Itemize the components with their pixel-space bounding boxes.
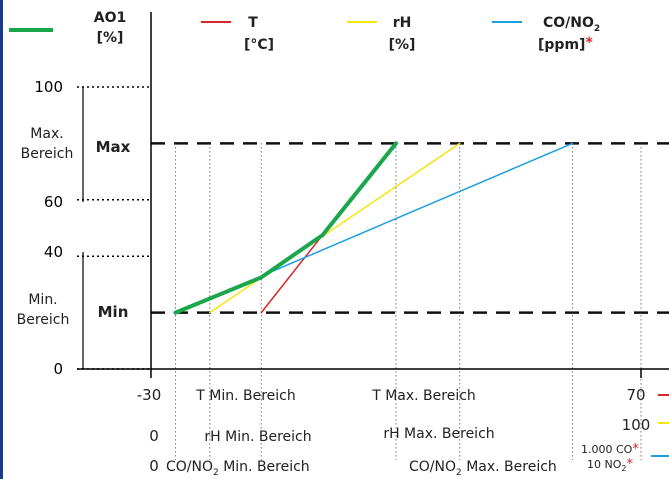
max-level-label: Max (96, 138, 131, 156)
y-tick-label: 0 (53, 360, 63, 378)
y-tick-label: 100 (34, 78, 63, 96)
min-level-label: Min (98, 303, 129, 321)
chart-svg: 100 60 40 0 Max. Bereich Min. Bereich Ma… (9, 10, 669, 478)
legend-unit-t: [°C] (244, 37, 274, 53)
legend-unit-ao1: [%] (97, 30, 124, 46)
x-label-t-min-range: T Min. Bereich (195, 388, 295, 404)
x-label-co-max-co-text: 1.000 CO (581, 443, 633, 456)
legend-label-co-main: CO/NO (543, 15, 594, 31)
max-range-label-line1: Max. (30, 126, 63, 142)
guide-layer (77, 86, 669, 460)
min-range-label-line1: Min. (28, 292, 57, 308)
series-line-t (260, 234, 324, 314)
max-range-label-line2: Bereich (21, 146, 74, 162)
x-label-co-min-range-sub: 2 (213, 468, 219, 478)
x-label-co-min-range-post: Min. Bereich (219, 459, 310, 475)
legend-label-co: CO/NO2 (543, 15, 600, 34)
x-label-co-max-range-pre: CO/NO (409, 459, 456, 475)
x-label-rh-max: 100 (622, 416, 651, 434)
y-tick-label: 40 (44, 243, 63, 261)
series-line-rh (209, 142, 461, 314)
x-label-t-max: 70 (626, 386, 645, 404)
legend-label-t: T (248, 15, 258, 31)
legend-unit-co: [ppm]* (538, 35, 593, 53)
x-label-co-min: 0 (149, 457, 159, 475)
x-label-co-min-range-pre: CO/NO (166, 459, 213, 475)
y-tick-label: 60 (44, 193, 63, 211)
x-label-co-max-co: 1.000 CO* (581, 442, 639, 457)
legend-label-rh: rH (393, 15, 412, 31)
legend-unit-co-text: [ppm] (538, 37, 585, 53)
x-label-co-max-no-asterisk: * (626, 457, 633, 472)
x-label-rh-max-range: rH Max. Bereich (383, 426, 494, 442)
x-label-co-min-range: CO/NO2 Min. Bereich (166, 459, 310, 478)
legend-label-ao1: AO1 (94, 10, 126, 26)
x-label-co-max-range-post: Max. Bereich (462, 459, 557, 475)
series-layer (173, 141, 574, 315)
series-line-ao1 (173, 141, 398, 315)
x-label-t-min: -30 (137, 386, 162, 404)
legend-unit-rh: [%] (389, 37, 416, 53)
legend-unit-co-asterisk: * (585, 35, 593, 51)
x-label-co-max-range: CO/NO2 Max. Bereich (409, 459, 557, 478)
x-label-co-max-no: 10 NO2* (587, 457, 633, 473)
x-label-rh-min-range: rH Min. Bereich (204, 429, 311, 445)
x-label-co-max-no-text: 10 NO (587, 458, 622, 471)
x-label-t-max-range: T Max. Bereich (371, 388, 476, 404)
legend-label-co-sub: 2 (594, 24, 600, 34)
x-label-co-max-co-asterisk: * (632, 442, 639, 457)
x-label-co-max-range-sub: 2 (456, 468, 462, 478)
x-label-co-max-no-sub: 2 (621, 464, 626, 473)
min-range-label-line2: Bereich (17, 312, 70, 328)
x-label-rh-min: 0 (149, 427, 159, 445)
